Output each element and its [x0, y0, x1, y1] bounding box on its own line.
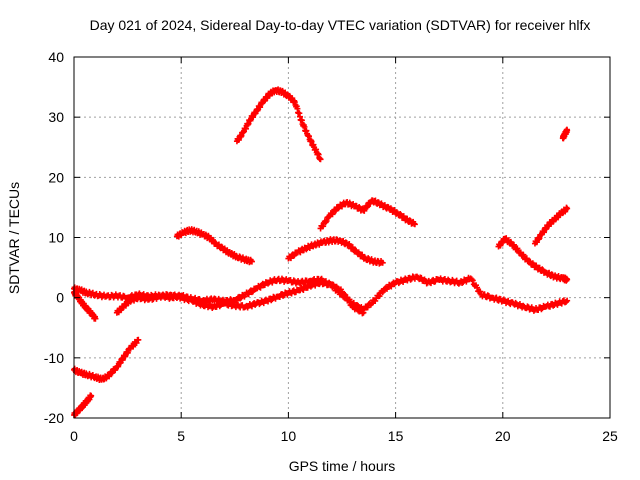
- data-point-fill: [341, 291, 348, 298]
- data-point: [88, 392, 95, 399]
- data-point-fill: [364, 304, 371, 311]
- plot-frame: [73, 56, 611, 419]
- data-point-fill: [330, 281, 337, 288]
- series-arc-11: [531, 204, 571, 247]
- y-tick-label: 0: [56, 290, 64, 306]
- data-point-fill: [539, 266, 546, 273]
- y-tick-label: 30: [48, 109, 64, 125]
- data-point: [317, 156, 324, 163]
- grid-layer: [74, 57, 610, 418]
- x-tick-label: 5: [177, 428, 185, 444]
- series-arc-8: [285, 236, 386, 267]
- y-tick-label: 40: [48, 49, 64, 65]
- data-point: [411, 221, 418, 228]
- data-point-fill: [106, 373, 113, 380]
- data-point-fill: [342, 291, 349, 298]
- data-point-fill: [265, 280, 272, 287]
- data-point-fill: [216, 303, 223, 310]
- data-point-fill: [406, 217, 413, 224]
- data-point-fill: [514, 245, 521, 252]
- data-point-fill: [523, 255, 530, 262]
- x-tick-label: 15: [388, 428, 404, 444]
- data-point-fill: [346, 298, 353, 305]
- data-point-fill: [474, 284, 481, 291]
- data-point-fill: [418, 274, 425, 281]
- tick-layer: 0 5 10 15 20 25 -20 -10 0 10 20 30 40: [44, 49, 618, 444]
- x-tick-label: 20: [495, 428, 511, 444]
- series-arc-3: [71, 336, 142, 384]
- data-point-fill: [323, 217, 330, 224]
- data-point-fill: [376, 293, 383, 300]
- data-point-fill: [538, 306, 545, 313]
- y-tick-label: 20: [48, 169, 64, 185]
- series-arc-2: [71, 288, 99, 322]
- data-point: [564, 205, 571, 212]
- data-point: [92, 315, 99, 322]
- data-point-fill: [108, 370, 115, 377]
- data-point: [564, 276, 571, 283]
- chart-title: Day 021 of 2024, Sidereal Day-to-day VTE…: [90, 17, 591, 33]
- data-point: [379, 259, 386, 266]
- x-tick-label: 25: [602, 428, 618, 444]
- data-point-fill: [407, 276, 414, 283]
- data-point: [248, 258, 255, 265]
- x-tick-label: 10: [281, 428, 297, 444]
- data-point-fill: [469, 277, 476, 284]
- data-point-fill: [237, 295, 244, 302]
- data-point-fill: [133, 339, 140, 346]
- data-point-fill: [524, 303, 531, 310]
- series-arc-9: [317, 197, 418, 232]
- data-point-fill: [459, 279, 466, 286]
- data-point: [135, 336, 142, 343]
- y-axis-label: SDTVAR / TECUs: [6, 182, 22, 294]
- data-point-fill: [363, 204, 370, 211]
- series-arc-4: [71, 392, 95, 419]
- series-arc-1: [71, 273, 571, 314]
- data-point-fill: [512, 299, 519, 306]
- data-point-fill: [268, 297, 275, 304]
- data-point-fill: [477, 288, 484, 295]
- series-arc-12: [559, 126, 571, 142]
- data-point: [360, 309, 367, 316]
- series-arc-7: [233, 86, 324, 163]
- x-axis-label: GPS time / hours: [289, 458, 396, 474]
- data-point-fill: [307, 283, 314, 290]
- series-arc-6: [173, 226, 255, 266]
- y-tick-label: 10: [48, 230, 64, 246]
- y-tick-label: -20: [44, 410, 64, 426]
- series-arc-10: [495, 235, 571, 284]
- data-point-fill: [329, 211, 336, 218]
- x-tick-label: 0: [70, 428, 78, 444]
- data-point: [564, 297, 571, 304]
- data-point: [564, 127, 571, 134]
- data-point-fill: [361, 207, 368, 214]
- data-point-fill: [320, 223, 327, 230]
- points-layer: [71, 86, 571, 419]
- y-tick-label: -10: [44, 350, 64, 366]
- series-arc-5: [113, 278, 367, 317]
